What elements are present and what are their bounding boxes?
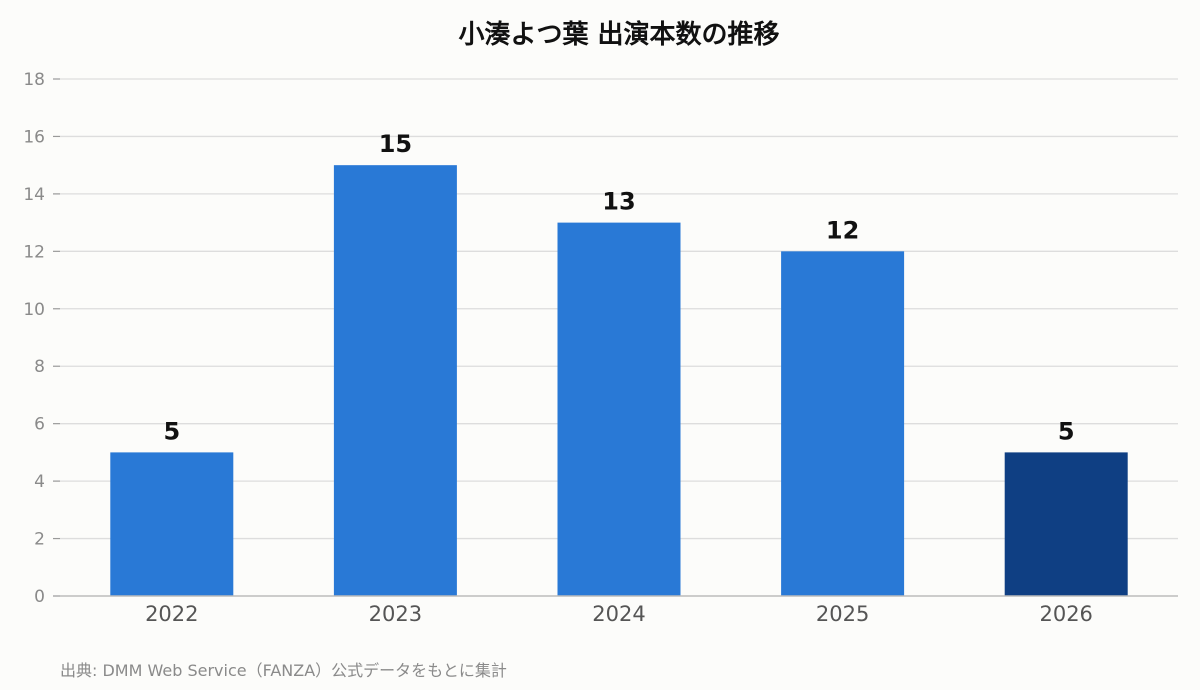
y-tick-label: 16	[23, 127, 45, 147]
y-tick-label: 6	[34, 415, 45, 435]
y-tick-label: 2	[34, 530, 45, 550]
source-note: 出典: DMM Web Service（FANZA）公式データをもとに集計	[60, 661, 507, 680]
bar-2026	[1004, 452, 1128, 596]
data-label: 5	[1058, 417, 1075, 445]
data-label: 13	[602, 188, 635, 216]
bar-2025	[781, 251, 905, 597]
y-axis: 0 2 4 6 8 10 12 14 16 18	[23, 70, 60, 607]
y-tick-label: 8	[34, 357, 45, 377]
bar-2022	[110, 452, 234, 596]
y-tick-label: 18	[23, 70, 45, 90]
data-label: 12	[826, 216, 859, 244]
y-tick-label: 4	[34, 472, 45, 492]
y-tick-label: 12	[23, 242, 45, 262]
x-tick-label: 2023	[369, 602, 422, 626]
y-tick-label: 0	[34, 587, 45, 607]
x-axis: 2022 2023 2024 2025 2026	[145, 602, 1093, 626]
y-tick-label: 14	[23, 185, 45, 205]
bars	[110, 165, 1128, 597]
data-labels: 5 15 13 12 5	[163, 130, 1074, 445]
bar-2024	[557, 222, 681, 596]
data-label: 5	[163, 417, 180, 445]
x-tick-label: 2026	[1039, 602, 1092, 626]
x-tick-label: 2022	[145, 602, 198, 626]
x-tick-label: 2025	[816, 602, 869, 626]
data-label: 15	[379, 130, 412, 158]
chart-title: 小湊よつ葉 出演本数の推移	[458, 19, 779, 50]
y-tick-label: 10	[23, 300, 45, 320]
bar-2023	[333, 165, 457, 596]
x-tick-label: 2024	[592, 602, 645, 626]
